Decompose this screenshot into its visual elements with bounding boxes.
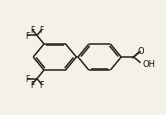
Text: F: F [25, 32, 29, 41]
Text: OH: OH [143, 59, 156, 68]
Text: O: O [138, 47, 144, 56]
Text: F: F [30, 80, 34, 89]
Text: F: F [40, 26, 44, 35]
Text: F: F [40, 80, 44, 89]
Text: F: F [30, 26, 34, 35]
Text: F: F [25, 74, 29, 83]
